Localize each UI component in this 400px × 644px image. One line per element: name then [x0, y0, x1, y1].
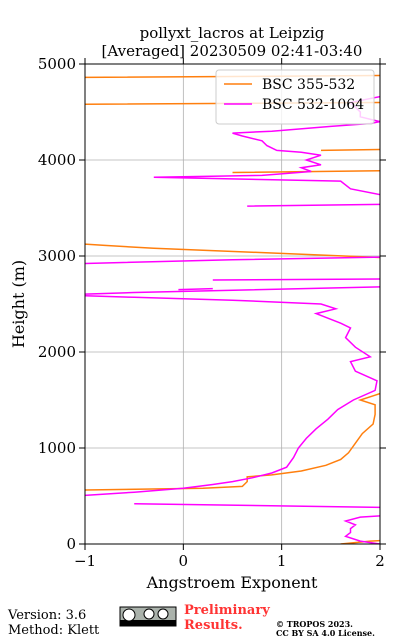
footer-version: Version: 3.6	[7, 608, 86, 623]
footer-preliminary: Preliminary	[184, 603, 270, 618]
legend: BSC 355-532 BSC 532-1064	[215, 69, 375, 125]
legend-box	[215, 69, 375, 125]
footer-copyright: © TROPOS 2023.	[276, 619, 353, 629]
legend-label: BSC 532-1064	[262, 97, 364, 113]
chart-title: pollyxt_lacros at Leipzig	[140, 24, 325, 42]
profile-line	[85, 95, 380, 544]
y-tick-label: 2000	[38, 343, 76, 361]
grid	[84, 63, 381, 545]
cc-badge	[119, 606, 177, 627]
x-tick-label: −1	[74, 552, 96, 570]
x-tick-label: 0	[179, 552, 189, 570]
x-tick-label: 2	[375, 552, 385, 570]
y-axis-label: Height (m)	[9, 260, 28, 348]
x-tick-label: 1	[277, 552, 287, 570]
legend-label: BSC 355-532	[262, 77, 355, 93]
y-tick-label: 0	[66, 535, 76, 553]
y-tick-label: 3000	[38, 247, 76, 265]
plot-frame	[84, 63, 381, 545]
x-axis-label: Angstroem Exponent	[146, 573, 318, 592]
footer-method: Method: Klett	[8, 623, 100, 638]
y-tick-label: 5000	[38, 55, 76, 73]
chart-title: [Averaged] 20230509 02:41-03:40	[102, 42, 363, 60]
y-tick-label: 1000	[38, 439, 76, 457]
lines	[85, 74, 380, 544]
y-tick-label: 4000	[38, 151, 76, 169]
footer-copyright: CC BY SA 4.0 License.	[276, 628, 375, 638]
footer-preliminary: Results.	[184, 618, 243, 633]
profile-line	[85, 74, 380, 544]
